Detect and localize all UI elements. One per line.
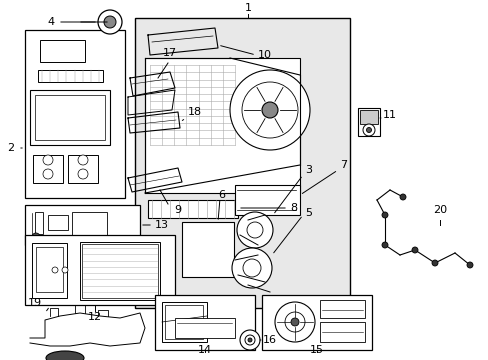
Ellipse shape: [46, 351, 84, 360]
Circle shape: [78, 169, 88, 179]
Bar: [164, 305, 203, 339]
Bar: [319, 300, 364, 318]
Text: 1: 1: [244, 3, 251, 13]
Circle shape: [399, 194, 405, 200]
Circle shape: [104, 16, 116, 28]
Bar: [25, 30, 125, 198]
Text: 19: 19: [28, 298, 42, 308]
Text: 18: 18: [187, 107, 202, 117]
Circle shape: [98, 10, 122, 34]
Ellipse shape: [183, 220, 197, 240]
Circle shape: [285, 312, 305, 332]
Bar: [33, 155, 63, 183]
Circle shape: [381, 242, 387, 248]
Bar: [35, 95, 105, 140]
Bar: [155, 295, 254, 350]
Bar: [32, 243, 67, 298]
Bar: [82, 244, 158, 298]
Bar: [357, 108, 379, 136]
Text: 6: 6: [218, 190, 224, 200]
Circle shape: [362, 124, 374, 136]
Bar: [38, 70, 103, 82]
Bar: [148, 200, 238, 218]
Circle shape: [78, 155, 88, 165]
Bar: [262, 295, 371, 350]
Bar: [40, 40, 85, 62]
Circle shape: [290, 318, 298, 326]
Text: 16: 16: [263, 335, 276, 345]
Circle shape: [43, 155, 53, 165]
Circle shape: [243, 259, 261, 277]
Bar: [175, 318, 235, 338]
Text: 13: 13: [155, 220, 169, 230]
Circle shape: [43, 169, 53, 179]
Circle shape: [466, 262, 472, 268]
Ellipse shape: [186, 248, 197, 262]
Circle shape: [231, 248, 271, 288]
Bar: [36, 247, 63, 292]
Bar: [235, 185, 299, 215]
Text: 11: 11: [382, 110, 396, 120]
Circle shape: [32, 233, 40, 241]
Polygon shape: [128, 168, 182, 192]
Bar: [182, 222, 234, 277]
Circle shape: [237, 212, 272, 248]
Circle shape: [247, 338, 251, 342]
Bar: [35, 212, 43, 234]
Circle shape: [246, 222, 263, 238]
Polygon shape: [130, 72, 175, 96]
Text: 5: 5: [305, 208, 311, 218]
Bar: [72, 212, 107, 237]
Bar: [162, 302, 206, 342]
Circle shape: [381, 212, 387, 218]
Bar: [25, 205, 140, 245]
Circle shape: [411, 247, 417, 253]
Text: 10: 10: [258, 50, 271, 60]
Polygon shape: [128, 90, 175, 115]
Circle shape: [62, 267, 68, 273]
Bar: [48, 215, 68, 230]
Circle shape: [242, 82, 297, 138]
Circle shape: [229, 70, 309, 150]
Text: 14: 14: [198, 345, 212, 355]
Circle shape: [262, 102, 278, 118]
Text: 15: 15: [309, 345, 324, 355]
Text: 17: 17: [163, 48, 177, 58]
Text: 7: 7: [339, 160, 346, 170]
Bar: [80, 242, 160, 300]
Circle shape: [366, 127, 371, 132]
Ellipse shape: [204, 250, 215, 266]
Text: 3: 3: [305, 165, 311, 175]
Text: 9: 9: [174, 205, 181, 215]
Circle shape: [240, 330, 260, 350]
Text: 2: 2: [7, 143, 14, 153]
Bar: [68, 155, 98, 183]
Text: 20: 20: [432, 205, 446, 215]
Bar: [135, 18, 349, 308]
Circle shape: [274, 302, 314, 342]
Circle shape: [52, 267, 58, 273]
Bar: [319, 322, 364, 342]
Bar: [30, 90, 110, 145]
Circle shape: [244, 335, 254, 345]
Bar: [145, 58, 299, 193]
Bar: [359, 110, 377, 124]
Polygon shape: [128, 112, 180, 133]
Polygon shape: [148, 28, 218, 55]
Text: 12: 12: [88, 312, 102, 322]
Text: 4: 4: [48, 17, 55, 27]
Ellipse shape: [202, 231, 214, 249]
Bar: [25, 235, 175, 305]
Text: 8: 8: [289, 203, 297, 213]
Circle shape: [431, 260, 437, 266]
